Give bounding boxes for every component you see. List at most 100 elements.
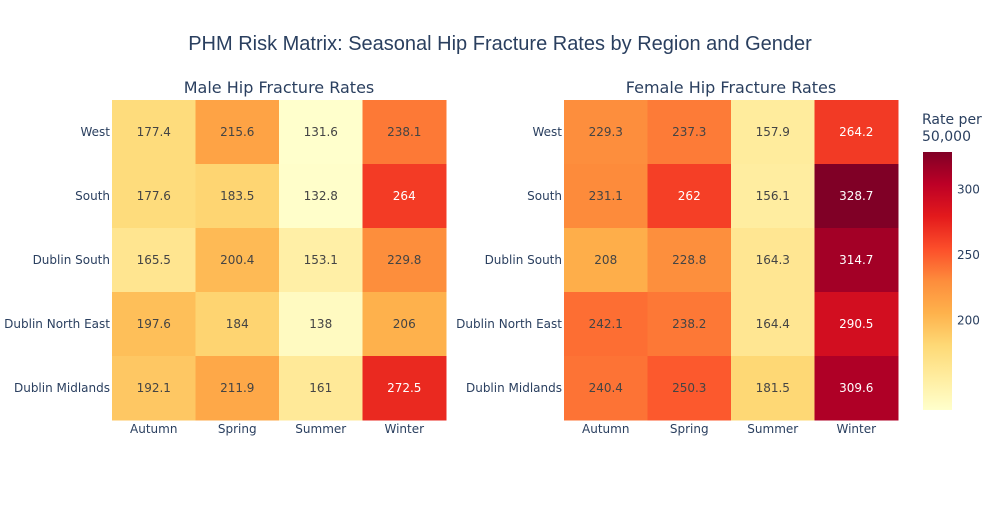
cell-value-label: 181.5 <box>756 381 790 395</box>
heatmap-cell <box>279 100 363 165</box>
cell-value-label: 264 <box>393 189 416 203</box>
heatmap-cell <box>195 228 280 293</box>
x-tick-label: Winter <box>384 422 424 436</box>
heatmap-cell <box>279 164 363 229</box>
cell-value-label: 157.9 <box>756 125 790 139</box>
cell-value-label: 328.7 <box>839 189 873 203</box>
heatmap-cell <box>112 228 196 293</box>
heatmap-cell <box>731 164 815 229</box>
cell-value-label: 177.4 <box>137 125 171 139</box>
heatmap-cell <box>647 164 732 229</box>
heatmap-panel-2: Female Hip Fracture Rates 229.3 237.3 157.9… <box>456 78 899 436</box>
cell-value-label: 242.1 <box>589 317 623 331</box>
y-tick-label: South <box>527 189 562 203</box>
cell-value-label: 164.3 <box>756 253 790 267</box>
cell-value-label: 290.5 <box>839 317 873 331</box>
y-tick-label: Dublin North East <box>4 317 110 331</box>
cell-value-label: 211.9 <box>220 381 254 395</box>
cell-value-label: 156.1 <box>756 189 790 203</box>
heatmap-cell <box>814 164 899 229</box>
heatmap-cell <box>195 292 280 357</box>
colorbar-title-line: Rate per <box>922 112 982 128</box>
colorbar-scale <box>923 152 952 410</box>
heatmap-panel-1: Male Hip Fracture Rates 177.4 215.6 131.6 23… <box>4 78 447 436</box>
cell-value-label: 264.2 <box>839 125 873 139</box>
heatmap-cell <box>814 100 899 165</box>
panel-subtitle: Male Hip Fracture Rates <box>184 78 375 97</box>
heatmap-cell <box>647 228 732 293</box>
colorbar-tick-label: 250 <box>957 248 980 262</box>
cell-value-label: 177.6 <box>137 189 171 203</box>
heatmap-cell <box>647 292 732 357</box>
panel-subtitle: Female Hip Fracture Rates <box>626 78 836 97</box>
heatmap-cell <box>564 356 648 421</box>
heatmap-cell <box>112 164 196 229</box>
heatmap-cell <box>814 228 899 293</box>
y-tick-label: Dublin South <box>33 253 110 267</box>
heatmap-cell <box>112 292 196 357</box>
heatmap-cell <box>195 100 280 165</box>
heatmap-cell <box>647 356 732 421</box>
cell-value-label: 231.1 <box>589 189 623 203</box>
x-tick-label: Winter <box>836 422 876 436</box>
heatmap-cell <box>362 356 447 421</box>
cell-value-label: 197.6 <box>137 317 171 331</box>
cell-value-label: 237.3 <box>672 125 706 139</box>
colorbar-tick-label: 300 <box>957 183 980 197</box>
heatmap-cell <box>731 100 815 165</box>
cell-value-label: 131.6 <box>304 125 338 139</box>
y-tick-label: Dublin Midlands <box>466 381 562 395</box>
heatmap-cell <box>564 292 648 357</box>
heatmap-cell <box>279 356 363 421</box>
y-tick-label: South <box>75 189 110 203</box>
y-tick-label: Dublin South <box>485 253 562 267</box>
cell-value-label: 272.5 <box>387 381 421 395</box>
cell-value-label: 215.6 <box>220 125 254 139</box>
cell-value-label: 250.3 <box>672 381 706 395</box>
x-tick-label: Autumn <box>130 422 177 436</box>
cell-value-label: 228.8 <box>672 253 706 267</box>
cell-value-label: 192.1 <box>137 381 171 395</box>
heatmap-cell <box>279 228 363 293</box>
heatmap-cell <box>112 356 196 421</box>
heatmap-cell <box>279 292 363 357</box>
heatmap-cell <box>112 100 196 165</box>
cell-value-label: 238.1 <box>387 125 421 139</box>
y-tick-label: Dublin North East <box>456 317 562 331</box>
cell-value-label: 238.2 <box>672 317 706 331</box>
heatmap-cell <box>731 228 815 293</box>
heatmap-cell <box>564 100 648 165</box>
cell-value-label: 153.1 <box>304 253 338 267</box>
cell-value-label: 183.5 <box>220 189 254 203</box>
y-tick-label: West <box>532 125 562 139</box>
cell-value-label: 138 <box>309 317 332 331</box>
chart-title: PHM Risk Matrix: Seasonal Hip Fracture R… <box>188 33 812 55</box>
heatmap-cell <box>731 356 815 421</box>
cell-value-label: 229.3 <box>589 125 623 139</box>
cell-value-label: 184 <box>226 317 249 331</box>
x-tick-label: Autumn <box>582 422 629 436</box>
heatmap-cell <box>564 228 648 293</box>
x-tick-label: Summer <box>295 422 346 436</box>
heatmap-cell <box>731 292 815 357</box>
colorbar-tick-label: 200 <box>957 313 980 327</box>
cell-value-label: 132.8 <box>304 189 338 203</box>
heatmap-cell <box>814 292 899 357</box>
y-tick-label: Dublin Midlands <box>14 381 110 395</box>
cell-value-label: 309.6 <box>839 381 873 395</box>
x-tick-label: Spring <box>670 422 709 436</box>
heatmap-cell <box>814 356 899 421</box>
cell-value-label: 165.5 <box>137 253 171 267</box>
cell-value-label: 208 <box>594 253 617 267</box>
cell-value-label: 164.4 <box>756 317 790 331</box>
cell-value-label: 206 <box>393 317 416 331</box>
y-tick-label: West <box>80 125 110 139</box>
heatmap-cell <box>362 100 447 165</box>
heatmap-cell <box>362 228 447 293</box>
heatmap-cell <box>647 100 732 165</box>
heatmap-cell <box>362 292 447 357</box>
heatmap-cell <box>195 356 280 421</box>
